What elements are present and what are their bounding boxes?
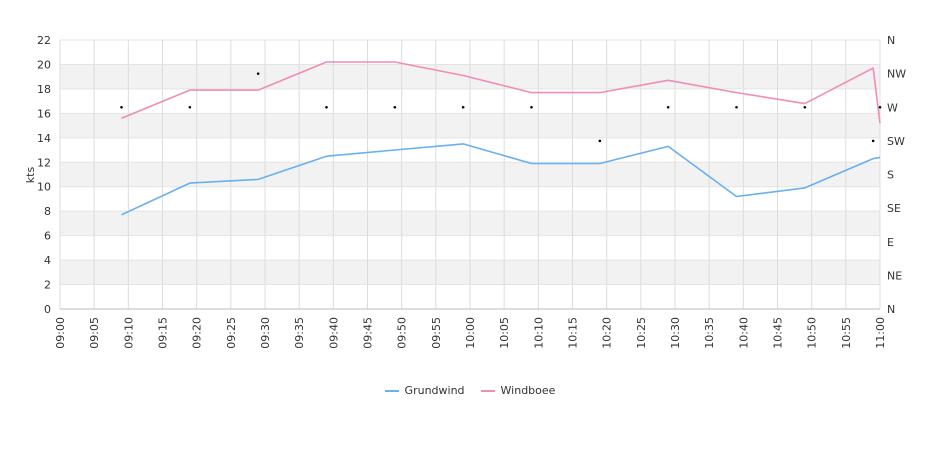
series-line-windboee [121,61,881,124]
x-tick-label: 09:15 [157,317,170,349]
direction-point [325,105,328,109]
y-tick-label: 12 [37,156,51,169]
legend-label: Grundwind [404,384,465,397]
x-tick-label: 10:45 [772,317,785,349]
direction-point [871,139,875,143]
legend-swatch [384,389,399,392]
x-tick-labels: 09:00 09:05 09:10 09:15 09:20 09:25 09:30 09:35… [54,317,887,349]
direction-tick-label: NE [887,269,902,282]
direction-point [393,105,397,109]
series-line-grundwind [121,143,881,216]
y-tick-label: 22 [37,34,51,47]
y-tick-label: 10 [37,181,51,194]
direction-tick-label: N [887,303,895,316]
direction-point [461,105,465,109]
direction-tick-label: W [887,101,898,114]
x-tick-label: 10:05 [498,317,511,349]
y-tick-label: 18 [37,83,51,96]
x-tick-label: 09:05 [88,317,101,349]
direction-point [666,105,670,109]
direction-point [735,105,738,109]
x-tick-label: 09:45 [362,317,375,349]
x-tick-label: 09:40 [327,317,340,349]
x-tick-label: 11:00 [874,317,887,349]
vertical-gridlines [59,40,881,309]
x-tick-label: 09:30 [259,317,272,349]
y-axis-label: kts [24,167,37,184]
direction-point [256,72,260,75]
direction-tick-label: E [887,236,894,249]
x-tick-label: 09:25 [225,317,238,349]
direction-point [530,105,533,109]
y-tick-label: 4 [44,254,51,267]
direction-tick-labels: N NE E SE S SW W NW N [887,34,906,316]
direction-tick-label: SW [887,135,905,148]
legend-item[interactable]: Windboee [480,384,556,397]
direction-tick-label: NW [887,68,906,81]
series-lines [121,61,881,216]
x-tick-label: 10:20 [601,317,614,349]
x-tick-label: 10:55 [840,317,853,349]
direction-point [878,105,882,109]
x-tick-label: 09:55 [430,317,443,349]
y-tick-label: 0 [44,303,51,316]
x-tick-label: 10:30 [669,317,682,349]
legend-swatch [480,389,495,392]
x-tick-label: 10:50 [806,317,819,349]
legend-label: Windboee [500,384,556,397]
x-tick-label: 10:40 [737,317,750,349]
y-tick-label: 2 [44,279,51,292]
direction-tick-label: N [887,34,895,47]
legend: Grundwind Windboee [0,384,940,397]
x-tick-label: 10:10 [532,317,545,349]
x-tick-label: 10:15 [567,317,580,349]
direction-point [188,105,192,109]
y-tick-label: 8 [44,205,51,218]
legend-item[interactable]: Grundwind [384,384,465,397]
direction-tick-label: S [887,169,894,182]
direction-point [803,105,807,109]
y-tick-label: 14 [37,132,51,145]
y-tick-label: 20 [37,58,51,71]
direction-point [598,139,602,143]
y-tick-label: 16 [37,107,51,120]
direction-tick-label: SE [887,202,901,215]
x-tick-label: 09:00 [54,317,67,349]
x-tick-label: 09:10 [122,317,135,349]
direction-marks [120,72,882,143]
x-tick-label: 10:35 [703,317,716,349]
direction-point [120,105,123,109]
x-tick-label: 10:00 [464,317,477,349]
x-tick-label: 10:25 [635,317,648,349]
y-tick-labels: 0 2 4 6 8 10 12 14 16 18 20 22 [37,34,51,316]
x-tick-label: 09:35 [293,317,306,349]
x-tick-label: 09:20 [191,317,204,349]
y-tick-label: 6 [44,230,51,243]
x-tick-label: 09:50 [396,317,409,349]
